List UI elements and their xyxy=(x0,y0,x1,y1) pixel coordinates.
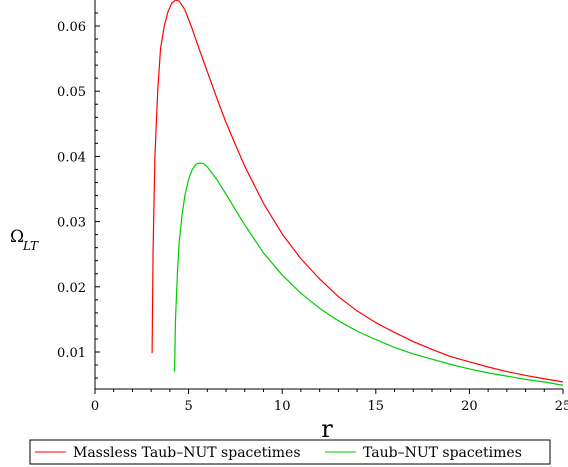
x-tick-label: 15 xyxy=(368,399,385,414)
y-axis-title-sub: LT xyxy=(22,239,39,253)
y-tick-label: 0.06 xyxy=(57,20,86,35)
series-line-taub-nut xyxy=(173,162,564,386)
y-tick-label: 0.05 xyxy=(57,85,86,100)
x-tick-label: 5 xyxy=(184,399,192,414)
axes xyxy=(94,0,563,390)
x-tick-label: 25 xyxy=(555,399,568,414)
series-line-massless-taub-nut xyxy=(151,0,564,383)
ticks: 0 5 10 15 20 25 0.01 0.02 0.03 0.04 0.05 0.06 xyxy=(57,12,568,414)
y-tick-label: 0.01 xyxy=(57,346,86,361)
y-tick-label: 0.03 xyxy=(57,216,86,231)
x-tick-label: 10 xyxy=(274,399,291,414)
legend: Massless Taub–NUT spacetimes Taub–NUT sp… xyxy=(29,439,551,465)
legend-box xyxy=(29,439,551,465)
y-axis-title: Ω LT xyxy=(10,227,39,253)
legend-label-massless: Massless Taub–NUT spacetimes xyxy=(73,445,301,461)
x-tick-label: 20 xyxy=(461,399,478,414)
y-tick-label: 0.04 xyxy=(57,150,86,165)
x-tick-label: 0 xyxy=(91,399,99,414)
x-axis-title: r xyxy=(321,415,333,443)
y-tick-label: 0.02 xyxy=(57,281,86,296)
y-axis-title-main: Ω xyxy=(10,227,24,247)
series-lines xyxy=(151,0,564,386)
legend-label-taub-nut: Taub–NUT spacetimes xyxy=(363,445,522,461)
